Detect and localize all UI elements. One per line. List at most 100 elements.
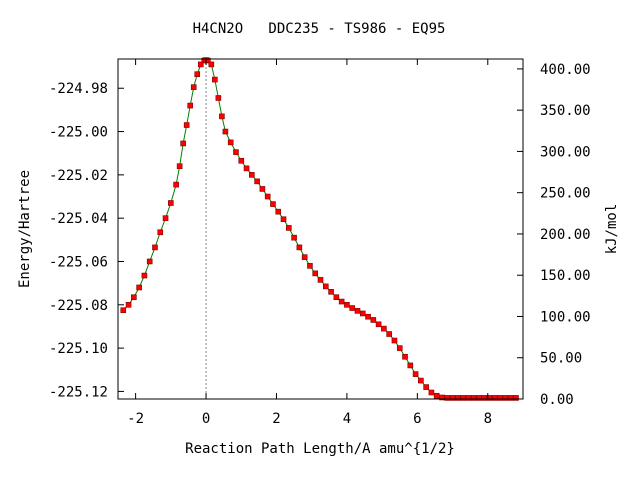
data-point — [513, 395, 519, 401]
x-tick-label: 2 — [272, 411, 280, 427]
data-point — [312, 270, 319, 277]
y-tick-label: -225.06 — [49, 254, 108, 270]
data-point — [270, 201, 276, 207]
data-point — [131, 294, 137, 301]
y-axis-right: 400.00 350.00 300.00 250.00 200.00 150.00 100.… — [517, 62, 591, 408]
data-point — [407, 362, 414, 369]
data-point — [187, 102, 193, 109]
y-tick-label: -225.00 — [49, 125, 108, 141]
x-axis: -2 0 2 4 6 8 — [127, 59, 492, 427]
data-point — [418, 377, 424, 384]
y2-tick-label: 400.00 — [540, 62, 591, 78]
y-tick-label: -225.02 — [49, 168, 108, 184]
data-point — [423, 384, 429, 390]
y-tick-label: -225.12 — [49, 384, 108, 400]
data-point — [322, 283, 329, 290]
data-point — [402, 353, 408, 360]
data-point — [455, 395, 461, 401]
data-point — [125, 301, 132, 308]
data-point — [264, 193, 271, 200]
data-point — [194, 71, 201, 77]
data-point — [222, 128, 229, 135]
data-point — [396, 345, 403, 351]
y-axis-left: -224.98 -225.00 -225.02 -225.04 -225.06 -225.… — [49, 81, 124, 400]
data-point — [197, 61, 204, 68]
y2-tick-label: 250.00 — [540, 186, 591, 202]
data-point — [344, 301, 350, 308]
data-point — [227, 139, 234, 146]
data-point — [146, 258, 153, 265]
data-point — [507, 395, 514, 401]
y2-tick-label: 150.00 — [540, 268, 591, 284]
data-point — [205, 57, 211, 64]
data-point — [215, 95, 222, 101]
data-point — [333, 294, 340, 301]
data-point — [301, 254, 308, 260]
data-point — [238, 157, 245, 164]
data-point — [254, 178, 260, 185]
data-point — [502, 395, 509, 401]
y2-tick-label: 300.00 — [540, 144, 591, 160]
data-point — [481, 395, 488, 401]
data-point — [168, 200, 174, 206]
data-point — [381, 325, 387, 332]
data-point — [375, 321, 382, 328]
data-point — [243, 165, 250, 172]
data-point — [190, 84, 197, 90]
x-tick-label: -2 — [127, 411, 144, 427]
data-point — [157, 229, 164, 236]
data-point — [176, 163, 183, 169]
data-point — [359, 310, 366, 317]
x-tick-label: 0 — [202, 411, 210, 427]
data-point — [136, 284, 142, 291]
data-point — [354, 308, 361, 314]
data-point — [328, 288, 334, 295]
data-point — [173, 181, 179, 188]
data-point — [291, 234, 297, 241]
data-point — [338, 298, 345, 305]
x-tick-label: 8 — [484, 411, 492, 427]
x-tick-label: 4 — [343, 411, 351, 427]
data-point — [208, 61, 215, 68]
y2-tick-label: 350.00 — [540, 103, 591, 119]
data-point — [285, 225, 292, 231]
x-axis-title: Reaction Path Length/A amu^{1/2} — [185, 441, 455, 457]
data-point — [307, 263, 313, 269]
y2-tick-label: 0.00 — [540, 392, 574, 408]
data-point — [162, 215, 169, 221]
data-point — [152, 244, 158, 251]
data-point — [433, 392, 440, 399]
data-point — [296, 244, 303, 251]
data-point — [349, 305, 356, 311]
data-point — [412, 371, 419, 377]
data-point — [365, 313, 371, 320]
data-point — [275, 208, 282, 215]
y-tick-label: -224.98 — [49, 81, 108, 97]
data-point — [492, 395, 498, 401]
chart-title: H4CN2O DDC235 - TS986 - EQ95 — [193, 21, 446, 37]
data-point — [370, 317, 377, 323]
data-point — [259, 186, 266, 192]
data-point — [497, 395, 503, 401]
data-point — [280, 216, 287, 223]
data-point — [428, 389, 435, 396]
y-tick-label: -225.10 — [49, 341, 108, 357]
plot-frame — [117, 58, 524, 400]
data-point — [180, 140, 186, 147]
data-point — [391, 337, 398, 344]
x-tick-label: 6 — [413, 411, 421, 427]
data-point — [120, 307, 127, 314]
y-tick-label: -225.04 — [49, 211, 108, 227]
y2-tick-label: 50.00 — [540, 351, 582, 367]
data-point — [465, 395, 472, 401]
y2-tick-label: 100.00 — [540, 309, 591, 325]
data-point — [212, 76, 218, 83]
y-tick-label: -225.08 — [49, 298, 108, 314]
y2-tick-label: 200.00 — [540, 227, 591, 243]
data-point — [460, 395, 466, 401]
data-point — [141, 272, 148, 279]
data-point — [470, 395, 477, 401]
data-point — [249, 172, 255, 178]
data-point — [386, 331, 392, 337]
